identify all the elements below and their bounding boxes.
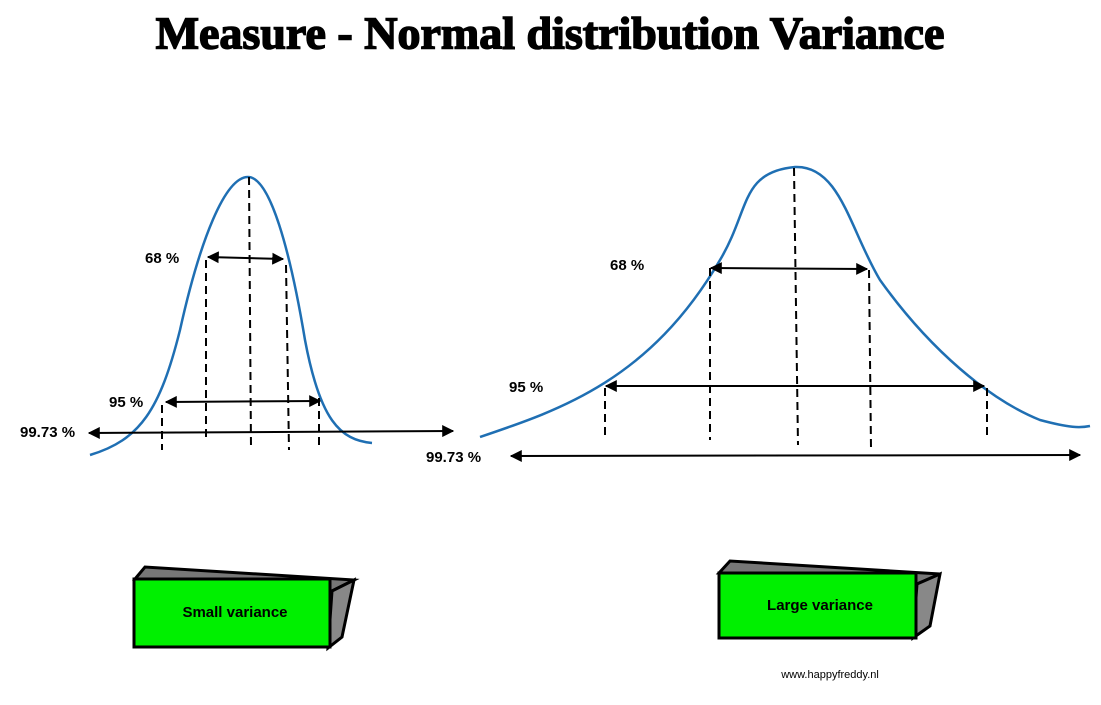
label-9973: 99.73 % <box>20 424 75 441</box>
arrow <box>709 262 869 275</box>
dash-line <box>248 176 252 449</box>
box-front <box>717 571 918 640</box>
arrow <box>164 395 322 408</box>
box-side <box>326 577 357 652</box>
label-68: 68 % <box>610 257 644 274</box>
label-95: 95 % <box>509 379 543 396</box>
arrow <box>509 449 1082 462</box>
caption: Large variance <box>767 597 873 614</box>
dash-line <box>793 167 799 446</box>
label-68: 68 % <box>145 250 179 267</box>
label-95: 95 % <box>109 394 143 411</box>
curve <box>89 175 373 457</box>
small-variance-diagram: 68 % 95 % 99.73 % Small variance <box>20 175 455 652</box>
curve <box>479 165 1091 439</box>
arrow <box>206 251 285 265</box>
footer-url: www.happyfreddy.nl <box>780 669 879 681</box>
arrow <box>87 425 455 439</box>
dash-line <box>868 269 872 449</box>
box-front <box>132 577 332 649</box>
title: Measure - Normal distribution Variance <box>156 8 945 59</box>
caption: Small variance <box>182 604 287 621</box>
large-variance-diagram: 68 % 95 % 99.73 % Large variance <box>426 165 1091 642</box>
label-9973: 99.73 % <box>426 449 481 466</box>
dash-line <box>285 264 290 451</box>
